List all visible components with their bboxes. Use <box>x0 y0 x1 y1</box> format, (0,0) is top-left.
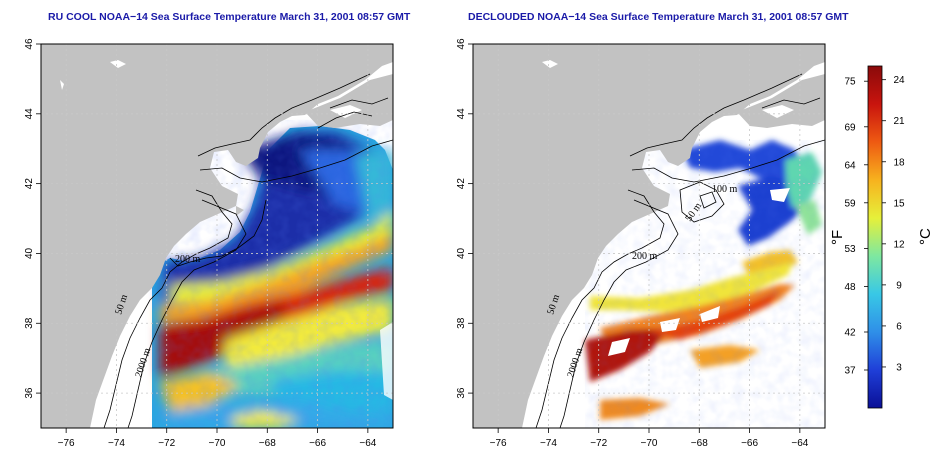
left-x-tick-label: −66 <box>309 438 326 449</box>
colorbar-celsius-tick-label: 9 <box>896 280 902 291</box>
left-y-tick-label: 38 <box>24 317 35 329</box>
right-map-panel: DECLOUDED NOAA−14 Sea Surface Temperatur… <box>456 11 849 449</box>
right-y-tick-label: 36 <box>456 387 467 399</box>
left-x-tick-label: −68 <box>259 438 276 449</box>
right-x-tick-label: −76 <box>490 438 507 449</box>
right-x-tick-label: −70 <box>641 438 658 449</box>
right-x-tick-label: −68 <box>691 438 708 449</box>
colorbar-fahrenheit-tick-label: 42 <box>844 328 856 339</box>
colorbar-fahrenheit-tick-label: 48 <box>844 282 856 293</box>
left-y-tick-label: 40 <box>24 247 35 259</box>
colorbar-fahrenheit-tick-label: 75 <box>844 77 856 88</box>
left-map-panel: RU COOL NOAA−14 Sea Surface Temperature … <box>24 11 411 449</box>
right-x-tick-label: −74 <box>540 438 557 449</box>
right-axes: −76 −74 −72 −70 −68 −66 −64 36 38 40 42 44 46 <box>456 38 809 449</box>
colorbar-celsius-tick-label: 21 <box>893 116 905 127</box>
left-y-tick-label: 46 <box>24 38 35 50</box>
right-graticule <box>473 44 825 428</box>
left-x-tick-label: −64 <box>359 438 376 449</box>
right-isobaths <box>535 73 825 428</box>
right-y-tick-label: 46 <box>456 38 467 50</box>
right-x-tick-label: −64 <box>791 438 808 449</box>
right-y-tick-label: 40 <box>456 247 467 259</box>
colorbar-celsius-tick-label: 12 <box>893 239 905 250</box>
left-graticule <box>41 44 393 428</box>
right-y-tick-label: 42 <box>456 178 467 190</box>
right-isobath-label-100: 100 m <box>712 184 738 195</box>
right-map-area: 100 m 50 m 200 m 50 m 2000 m <box>473 44 825 428</box>
colorbar-celsius-tick-label: 24 <box>893 75 905 86</box>
right-y-tick-label: 38 <box>456 317 467 329</box>
left-sst-heatmap <box>152 120 393 428</box>
colorbar-celsius-tick-label: 15 <box>893 198 905 209</box>
left-map-area: 200 m 50 m 2000 m <box>41 44 393 428</box>
colorbar-fahrenheit-tick-label: 64 <box>844 160 856 171</box>
right-isobath-label-200: 200 m <box>632 251 658 262</box>
right-chart-title: DECLOUDED NOAA−14 Sea Surface Temperatur… <box>468 11 849 23</box>
left-isobath-label-200: 200 m <box>175 254 201 265</box>
colorbar-fahrenheit-tick-label: 37 <box>844 366 856 377</box>
colorbar-fahrenheit-tick-label: 53 <box>844 244 856 255</box>
colorbar-celsius-tick-label: 6 <box>896 321 902 332</box>
left-y-tick-label: 36 <box>24 387 35 399</box>
left-axes: −76 −74 −72 −70 −68 −66 −64 36 38 40 42 44 46 <box>24 38 377 449</box>
left-x-tick-label: −76 <box>58 438 75 449</box>
left-isobaths <box>103 73 393 428</box>
right-land-mass <box>473 44 825 428</box>
colorbar-gradient <box>867 65 883 409</box>
left-y-tick-label: 42 <box>24 178 35 190</box>
colorbar-celsius-tick-label: 3 <box>896 362 902 373</box>
colorbar-fahrenheit-tick-label: 69 <box>844 122 856 133</box>
colorbar-fahrenheit-label: °F <box>829 230 846 245</box>
left-chart-title: RU COOL NOAA−14 Sea Surface Temperature … <box>48 11 411 23</box>
left-y-tick-label: 44 <box>24 108 35 120</box>
left-x-tick-label: −70 <box>209 438 226 449</box>
right-y-tick-label: 44 <box>456 108 467 120</box>
right-x-tick-label: −72 <box>590 438 607 449</box>
left-x-tick-label: −74 <box>108 438 125 449</box>
left-x-tick-label: −72 <box>158 438 175 449</box>
colorbar: 24 21 18 15 12 9 6 3 75 69 64 59 53 48 42 37 °F °C <box>829 65 934 409</box>
colorbar-celsius-label: °C <box>917 228 934 245</box>
left-land-mass <box>41 44 393 428</box>
right-x-tick-label: −66 <box>741 438 758 449</box>
colorbar-celsius-tick-label: 18 <box>893 157 905 168</box>
colorbar-ticks: 24 21 18 15 12 9 6 3 75 69 64 59 53 48 42 37 <box>844 75 905 376</box>
colorbar-fahrenheit-tick-label: 59 <box>844 198 856 209</box>
